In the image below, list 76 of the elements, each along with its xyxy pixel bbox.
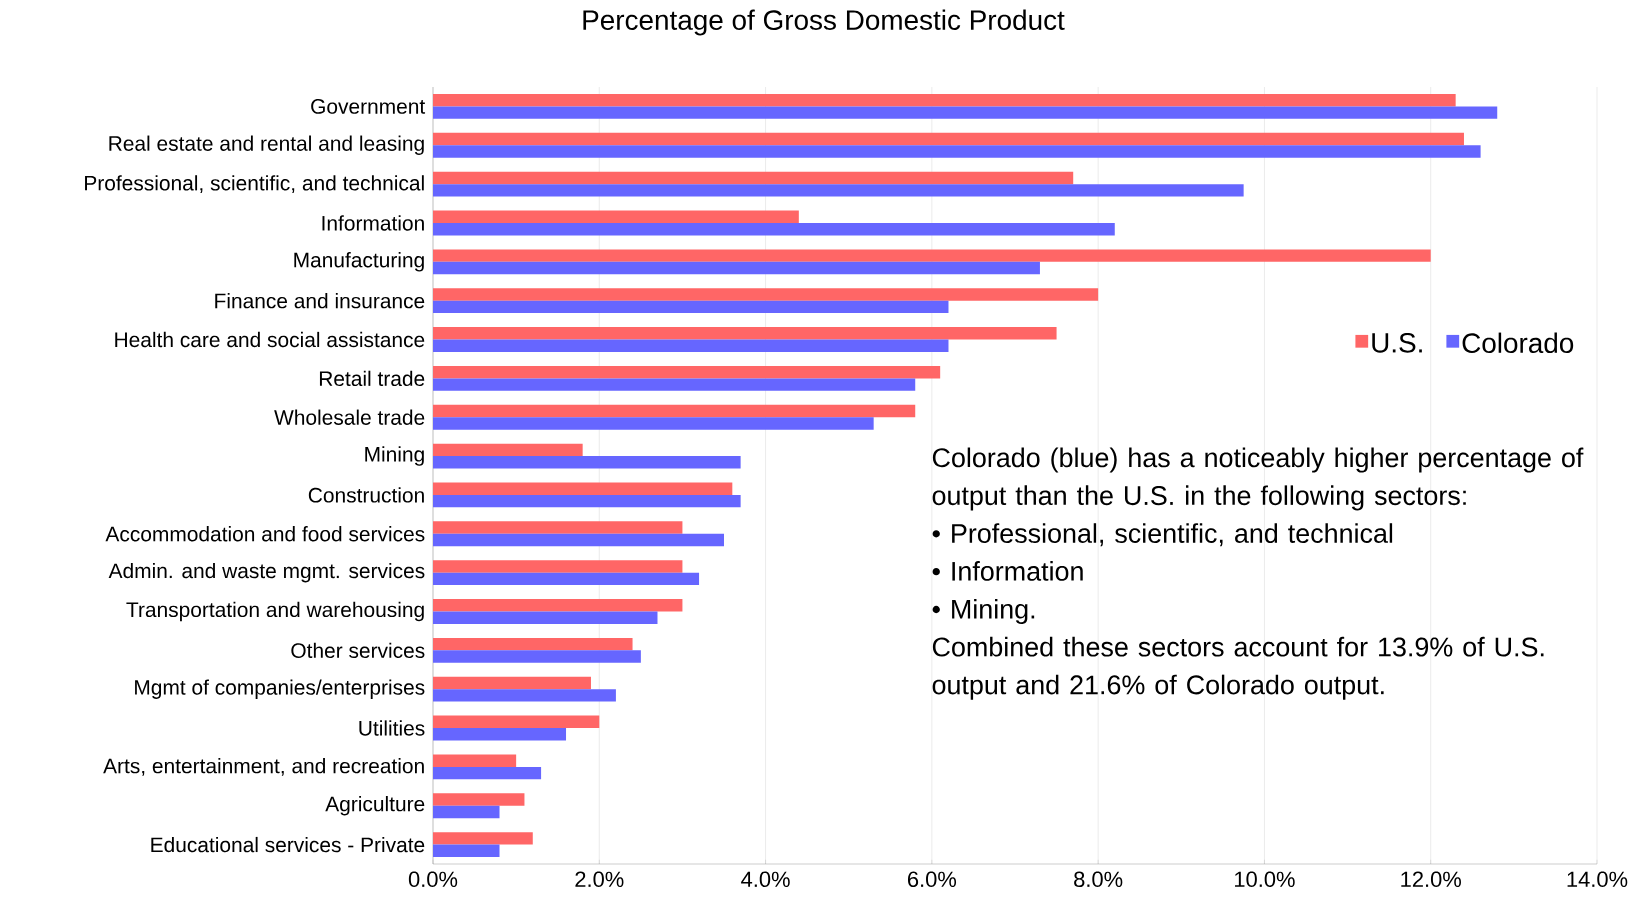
bar bbox=[433, 184, 1244, 197]
bar bbox=[433, 171, 1074, 185]
bar bbox=[433, 715, 600, 729]
annotation: • Information bbox=[932, 561, 1083, 581]
bar bbox=[433, 611, 658, 624]
x-tick-label: 6.0% bbox=[907, 871, 957, 888]
bar bbox=[433, 288, 1099, 301]
y-tick-label: Real estate and rental and leasing bbox=[109, 135, 424, 156]
bar bbox=[433, 327, 1057, 340]
bar bbox=[433, 456, 741, 469]
x-tick-label: 14.0% bbox=[1567, 871, 1628, 888]
y-tick-label: Wholesale trade bbox=[274, 409, 425, 425]
bar bbox=[433, 106, 1498, 119]
bar bbox=[433, 339, 949, 352]
bar bbox=[433, 249, 1431, 262]
annotation: Colorado (blue) has a noticeably higher percentage of output than the U.S. in the following sectors: bbox=[932, 447, 1584, 511]
bar bbox=[433, 844, 500, 858]
y-tick-label: Educational services - Private bbox=[151, 836, 425, 853]
legend-label: U.S. bbox=[1372, 332, 1422, 353]
chart-title: Percentage of Gross Domestic Product bbox=[583, 9, 1065, 36]
x-tick-label: 4.0% bbox=[741, 871, 790, 888]
x-tick-label: 10.0% bbox=[1235, 871, 1295, 888]
y-tick-label: Construction bbox=[308, 487, 424, 503]
y-tick-label: Mining bbox=[365, 446, 424, 466]
y-tick-label: Retail trade bbox=[319, 370, 425, 387]
bar bbox=[433, 793, 525, 806]
bar bbox=[433, 766, 542, 780]
bar bbox=[433, 210, 799, 223]
bar bbox=[433, 93, 1456, 107]
bar bbox=[433, 728, 567, 741]
y-tick-label: Admin. and waste mgmt. services bbox=[108, 562, 425, 583]
bar bbox=[433, 832, 533, 845]
annotation: • Professional, scientific, and technical bbox=[932, 523, 1393, 547]
bar bbox=[433, 676, 591, 690]
bar bbox=[433, 404, 916, 418]
bar bbox=[433, 365, 941, 379]
y-tick-label: Other services bbox=[291, 642, 425, 659]
bar bbox=[433, 689, 616, 702]
bar bbox=[433, 599, 683, 612]
bar bbox=[433, 754, 517, 767]
bar bbox=[433, 805, 500, 819]
y-tick-label: Transportation and warehousing bbox=[126, 601, 424, 622]
bar bbox=[433, 560, 683, 573]
legend-label: Colorado bbox=[1462, 332, 1574, 354]
annotation: • Mining. bbox=[932, 598, 1035, 625]
y-tick-label: Professional, scientific, and technical bbox=[85, 175, 424, 194]
bar bbox=[433, 650, 641, 663]
annotation: Combined these sectors account for 13.9% of U.S. output and 21.6% of Colorado output. bbox=[932, 636, 1544, 700]
bar bbox=[433, 300, 949, 314]
bar bbox=[433, 482, 733, 495]
bar bbox=[433, 417, 874, 430]
x-tick-label: 2.0% bbox=[575, 871, 624, 888]
bar bbox=[433, 378, 916, 391]
y-tick-label: Utilities bbox=[359, 720, 425, 736]
y-tick-label: Information bbox=[322, 215, 424, 231]
bar bbox=[433, 443, 583, 457]
bar bbox=[433, 572, 700, 586]
y-tick-label: Accommodation and food services bbox=[105, 526, 425, 542]
y-tick-label: Health care and social assistance bbox=[115, 331, 425, 348]
y-tick-label: Finance and insurance bbox=[215, 293, 425, 309]
y-tick-label: Arts, entertainment, and recreation bbox=[103, 757, 424, 776]
y-tick-label: Government bbox=[311, 99, 426, 114]
bar bbox=[433, 132, 1464, 146]
y-tick-label: Mgmt of companies/enterprises bbox=[135, 679, 425, 699]
x-tick-label: 8.0% bbox=[1074, 871, 1123, 888]
y-tick-label: Agriculture bbox=[325, 795, 425, 816]
bar bbox=[433, 261, 1040, 275]
x-tick-label: 0.0% bbox=[408, 871, 458, 888]
bar bbox=[433, 494, 741, 508]
bar bbox=[433, 637, 633, 651]
bar bbox=[433, 145, 1481, 158]
bar bbox=[433, 521, 683, 534]
bar bbox=[433, 533, 724, 547]
bar bbox=[433, 222, 1115, 236]
y-tick-label: Manufacturing bbox=[294, 252, 424, 272]
x-tick-label: 12.0% bbox=[1401, 871, 1461, 888]
